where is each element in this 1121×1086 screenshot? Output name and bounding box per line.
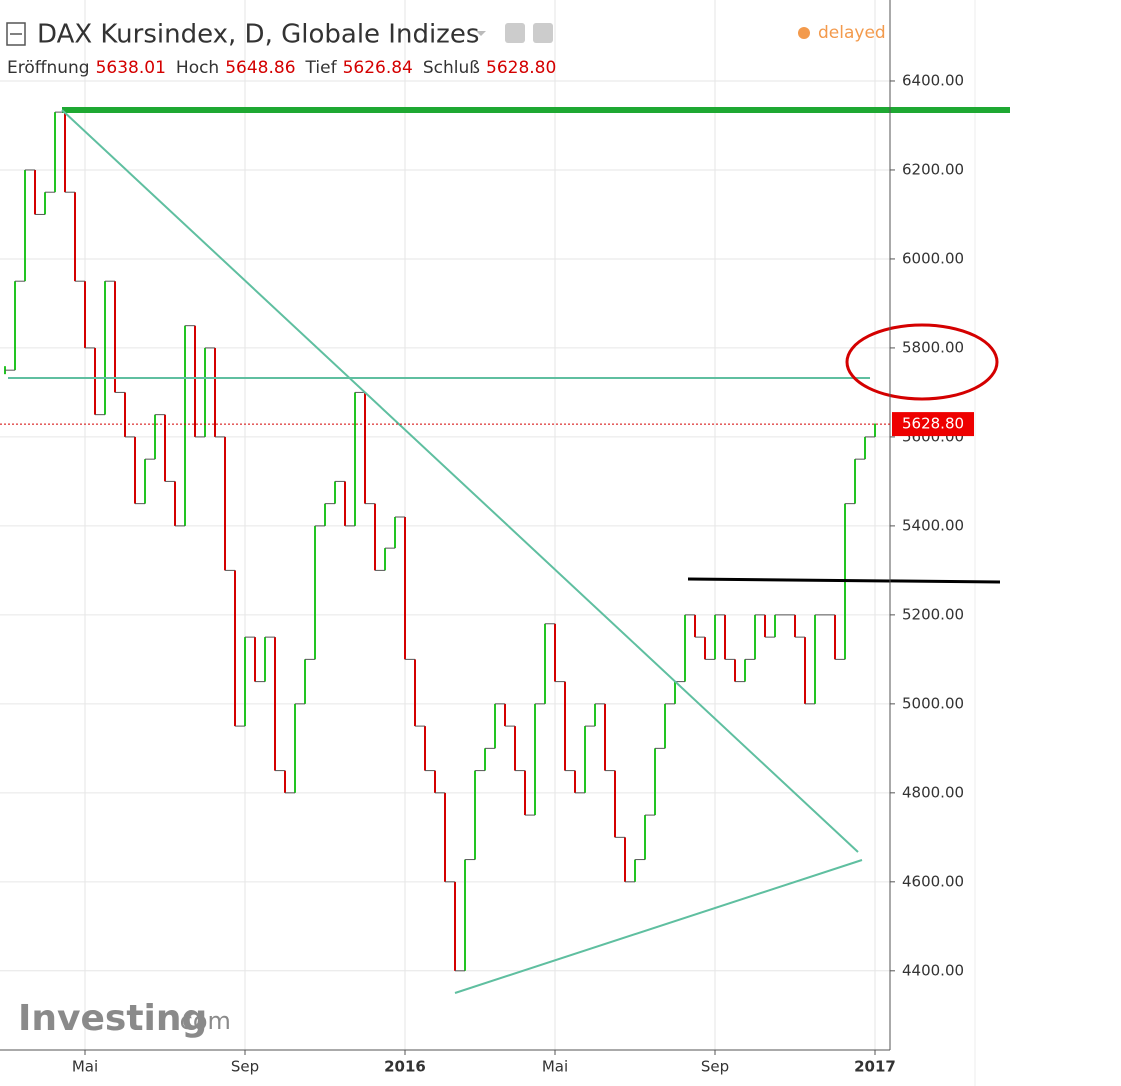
x-tick-label: 2017 bbox=[854, 1058, 896, 1076]
y-tick-label: 5400.00 bbox=[902, 516, 964, 534]
status: delayed bbox=[818, 23, 886, 43]
stats: Eröffnung 5638.01 Hoch 5648.86 Tief 5626.84 Sc… bbox=[7, 58, 556, 78]
x-tick-label: Mai bbox=[72, 1058, 98, 1076]
trend-line bbox=[454, 859, 863, 994]
stat-value: 5628.80 bbox=[486, 58, 556, 78]
stat-value: 5648.86 bbox=[225, 58, 295, 78]
x-tick-label: 2016 bbox=[384, 1058, 426, 1076]
y-tick-label: 4600.00 bbox=[902, 872, 964, 890]
y-tick-label: 6200.00 bbox=[902, 160, 964, 178]
dropdown-icon[interactable] bbox=[476, 31, 486, 36]
axis: 4400.00 4600.00 4800.00 5000.00 5200.00 5400.… bbox=[0, 0, 974, 1076]
collapse-icon[interactable] bbox=[6, 22, 26, 46]
x-tick-label: Mai bbox=[542, 1058, 568, 1076]
y-tick-label: 5000.00 bbox=[902, 694, 964, 712]
settings-icon[interactable] bbox=[533, 23, 553, 43]
stat-label: Eröffnung bbox=[7, 58, 90, 78]
price-bars bbox=[4, 111, 876, 972]
trend-line bbox=[61, 109, 859, 853]
chart-title: DAX Kursindex, D, Globale Indizes bbox=[37, 20, 479, 50]
stat-value: 5638.01 bbox=[96, 58, 166, 78]
support-line bbox=[687, 577, 1001, 584]
highlight-ellipse bbox=[845, 323, 999, 401]
brand-suffix: .com bbox=[172, 1007, 231, 1035]
y-tick-label: 6400.00 bbox=[902, 71, 964, 89]
stat-label: Tief bbox=[305, 58, 338, 78]
last-price-label: 5628.80 bbox=[902, 415, 964, 433]
y-tick-label: 5800.00 bbox=[902, 338, 964, 356]
last-price-box bbox=[892, 412, 974, 437]
x-tick-label: Sep bbox=[701, 1058, 729, 1076]
stat-value: 5626.84 bbox=[343, 58, 413, 78]
y-tick-label: 4400.00 bbox=[902, 961, 964, 979]
x-tick-label: Sep bbox=[231, 1058, 259, 1076]
stat-label: Schluß bbox=[423, 58, 480, 78]
y-tick-label: 6000.00 bbox=[902, 249, 964, 267]
y-tick-label: 5200.00 bbox=[902, 605, 964, 623]
brand: Investing bbox=[18, 998, 207, 1039]
y-tick-label: 4800.00 bbox=[902, 783, 964, 801]
stat-label: Hoch bbox=[176, 58, 219, 78]
settings-icon[interactable] bbox=[505, 23, 525, 43]
status-dot bbox=[798, 27, 810, 39]
